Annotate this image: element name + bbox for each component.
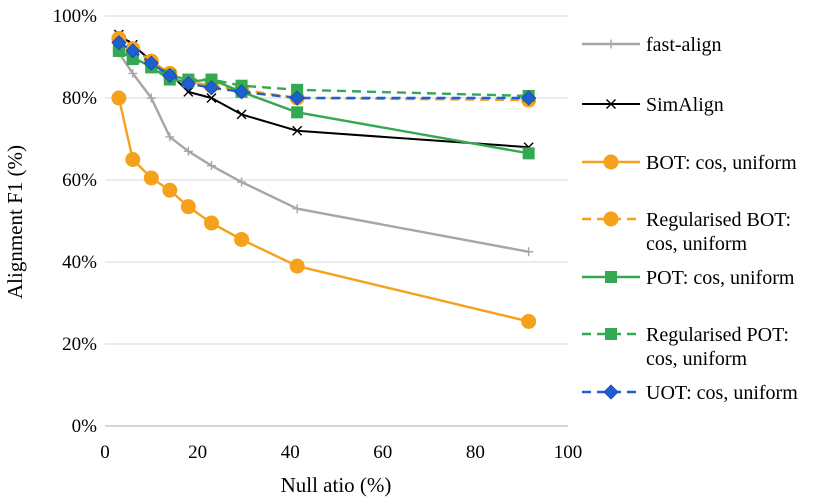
x-tick-label: 100 [554,442,583,463]
y-axis-label: Alignment F1 (%) [3,145,27,299]
data-point [143,170,159,186]
legend: fast-align SimAlign BOT: cos, uniform Regul… [582,34,798,404]
x-tick-label: 60 [373,442,392,463]
x-tick-label: 0 [100,442,110,463]
legend-item-simalign: SimAlign [582,94,724,116]
legend-marker [605,271,617,283]
legend-label: BOT: cos, uniform [646,152,797,174]
legend-label: Regularised POT: [646,324,789,346]
y-tick-labels: 0% 20% 40% 60% 80% 100% [53,6,98,437]
legend-item-regularised-pot-cos-uniform: Regularised POT:cos, uniform [582,324,789,370]
series-fast-align [114,48,534,257]
data-point [112,44,125,57]
legend-marker [603,384,619,400]
legend-label: cos, uniform [646,233,748,255]
data-point [183,86,194,97]
x-tick-labels: 0 20 40 60 80 100 [100,442,582,463]
data-point [289,258,305,274]
data-point [180,76,196,92]
data-point [125,152,141,167]
legend-label: POT: cos, uniform [646,267,795,289]
data-point [292,125,303,136]
data-point [162,182,178,198]
y-tick-label: 60% [62,170,97,191]
data-point [203,215,219,231]
data-point [126,53,139,66]
data-point [125,43,141,59]
data-point [143,55,159,71]
legend-item-fast-align: fast-align [582,34,722,56]
data-point [162,67,178,84]
data-point [146,93,156,103]
series-group [111,29,537,329]
data-point [524,247,534,257]
series-line [118,49,529,155]
data-point [111,90,127,106]
series-uot-cos-uniform [111,35,537,106]
data-point [521,90,537,106]
y-tick-label: 40% [62,252,97,273]
y-tick-label: 80% [62,88,97,109]
legend-item-regularised-bot-cos-uniform: Regularised BOT:cos, uniform [582,209,791,255]
legend-marker [606,99,616,109]
series-line [118,49,529,98]
data-point [289,90,305,106]
data-point [522,147,535,160]
y-tick-label: 100% [53,6,98,27]
legend-marker [603,154,619,170]
data-point [292,204,302,214]
data-point [521,313,537,329]
legend-item-bot-cos-uniform: BOT: cos, uniform [582,152,797,174]
data-point [234,231,250,247]
data-point [291,106,304,119]
y-tick-label: 0% [72,416,98,437]
data-point [111,35,127,51]
legend-marker [605,328,617,340]
data-point [128,68,138,78]
data-point [206,93,217,103]
legend-label: fast-align [646,34,722,56]
legend-label: SimAlign [646,94,724,116]
data-point [237,177,247,187]
series-bot-cos-uniform [111,90,537,329]
x-tick-label: 20 [188,442,207,463]
x-axis-label: Null atio (%) [281,473,392,497]
data-point [180,199,196,215]
legend-label: UOT: cos, uniform [646,382,798,404]
x-tick-label: 80 [466,442,485,463]
legend-label: cos, uniform [646,348,748,370]
legend-item-uot-cos-uniform: UOT: cos, uniform [582,382,798,404]
legend-label: Regularised BOT: [646,209,791,231]
data-point [206,161,216,171]
legend-marker [606,39,616,49]
legend-item-pot-cos-uniform: POT: cos, uniform [582,267,795,289]
data-point [291,83,304,96]
y-tick-label: 20% [62,334,97,355]
x-tick-label: 40 [281,442,300,463]
data-point [183,146,193,156]
data-point [203,80,220,96]
data-point [165,132,175,142]
data-point [234,84,250,100]
data-point [205,73,218,86]
data-point [236,109,247,120]
series-regularised-bot-cos-uniform [111,31,537,108]
legend-marker [603,211,619,227]
gridlines [105,15,568,345]
series-line [117,97,529,323]
